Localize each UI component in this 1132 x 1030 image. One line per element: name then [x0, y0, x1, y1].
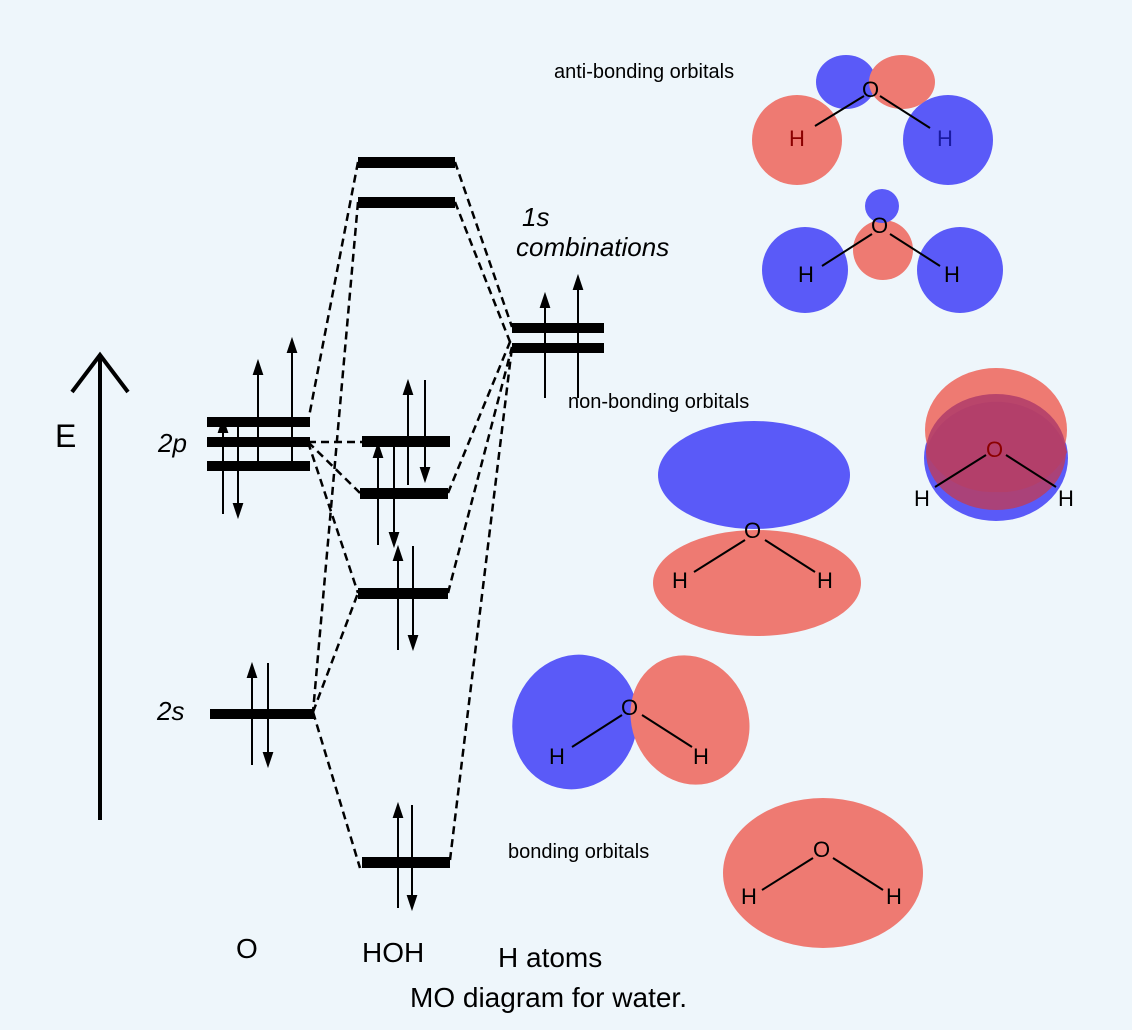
nonbonding-orbital-1: O H H [653, 421, 861, 636]
nonbonding-label: non-bonding orbitals [568, 391, 749, 413]
energy-axis: E [55, 351, 130, 820]
oxygen-2p-levels: 2p [157, 336, 310, 520]
atom-o: O [621, 695, 638, 720]
oxygen-2p-label: 2p [157, 428, 187, 458]
water-column-label: HOH [362, 937, 424, 968]
atom-o: O [986, 437, 1003, 462]
nonbonding-orbital-2: O H H [914, 368, 1074, 521]
atom-h: H [944, 262, 960, 287]
hydrogen-group-label-1: 1s [522, 202, 549, 232]
atom-h: H [937, 126, 953, 151]
oxygen-2s-label: 2s [156, 696, 184, 726]
atom-o: O [871, 213, 888, 238]
bonding-orbital-1: O H H [512, 654, 750, 790]
bonding-orbital-2: O H H [723, 798, 923, 948]
oxygen-2s-level: 2s [156, 661, 314, 769]
atom-h: H [1058, 486, 1074, 511]
atom-h: H [914, 486, 930, 511]
hydrogen-group-label-2: combinations [516, 232, 669, 262]
atom-o: O [862, 77, 879, 102]
water-mo-levels [358, 157, 455, 912]
atom-o: O [813, 837, 830, 862]
atom-h: H [549, 744, 565, 769]
atom-h: H [741, 884, 757, 909]
atom-o: O [744, 518, 761, 543]
hydrogen-1s-levels: 1s combinations [512, 202, 669, 398]
atom-h: H [886, 884, 902, 909]
hydrogen-column-label: H atoms [498, 942, 602, 973]
antibonding-orbital-2: O H H [762, 189, 1003, 313]
atom-h: H [817, 568, 833, 593]
atom-h: H [789, 126, 805, 151]
oxygen-column-label: O [236, 933, 258, 964]
antibonding-label: anti-bonding orbitals [554, 61, 734, 83]
correlation-lines [306, 161, 514, 869]
energy-axis-label: E [55, 418, 76, 454]
diagram-caption: MO diagram for water. [410, 982, 687, 1013]
bonding-label: bonding orbitals [508, 841, 649, 863]
atom-h: H [672, 568, 688, 593]
atom-h: H [798, 262, 814, 287]
antibonding-orbital-1: O H H [752, 55, 993, 185]
atom-h: H [693, 744, 709, 769]
